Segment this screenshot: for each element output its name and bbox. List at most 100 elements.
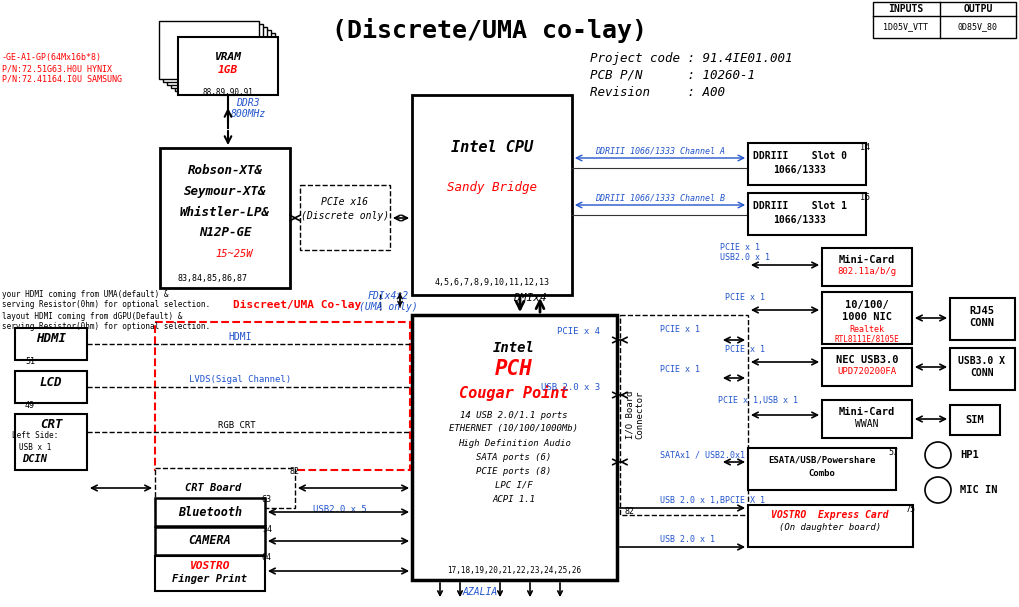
Text: 54: 54 [262,524,272,534]
Text: 88,89,90,91: 88,89,90,91 [202,88,253,97]
Text: 64: 64 [262,554,272,563]
Text: (Discrete/UMA co-lay): (Discrete/UMA co-lay) [332,18,647,43]
Bar [163,24,263,82]
Text: PCIe x16: PCIe x16 [322,197,369,207]
Text: SIM: SIM [966,415,984,425]
Text: 49: 49 [25,401,35,410]
Text: CAMERA: CAMERA [189,535,231,548]
Text: 1000 NIC: 1000 NIC [842,312,892,322]
Text: Left Side:: Left Side: [12,432,58,441]
Bar [159,21,259,79]
Text: MIC IN: MIC IN [960,485,998,495]
Text: DDRIII 1066/1333 Channel B: DDRIII 1066/1333 Channel B [595,194,725,203]
Text: HDMI: HDMI [36,333,66,345]
Text: DMIx4: DMIx4 [514,293,547,303]
Text: VRAM: VRAM [215,52,242,62]
Text: Combo: Combo [808,469,836,478]
Text: 1066/1333: 1066/1333 [773,215,826,225]
Text: 14: 14 [860,143,870,152]
Bar [748,143,866,185]
Text: Intel CPU: Intel CPU [451,140,533,155]
Bar [178,37,278,95]
Text: 17,18,19,20,21,22,23,24,25,26: 17,18,19,20,21,22,23,24,25,26 [447,566,581,575]
Text: Sandy Bridge: Sandy Bridge [447,181,537,194]
Bar [822,248,912,286]
Bar [160,148,290,288]
Bar [822,348,912,386]
Text: Mini-Card: Mini-Card [839,407,895,417]
Text: USB 2.0 x 3: USB 2.0 x 3 [541,384,600,393]
Bar [748,448,896,490]
Text: 75: 75 [905,505,915,514]
Text: N12P-GE: N12P-GE [199,226,252,240]
Text: your HDMI coming from UMA(default) &
serving Resistor(0hm) for optional selectio: your HDMI coming from UMA(default) & ser… [2,290,210,310]
Text: LCD: LCD [40,376,62,388]
Text: PCIE ports (8): PCIE ports (8) [476,467,551,475]
Text: PCIE x 1: PCIE x 1 [725,345,765,354]
Text: 1066/1333: 1066/1333 [773,165,826,175]
Text: RJ45: RJ45 [969,306,995,316]
Text: Cougar Point: Cougar Point [460,385,569,401]
Text: UPD720200FA: UPD720200FA [838,367,897,376]
Text: PCB P/N      : 10260-1: PCB P/N : 10260-1 [590,69,755,82]
Text: HP1: HP1 [960,450,979,460]
Text: SATAx1 / USB2.0x1: SATAx1 / USB2.0x1 [660,450,745,459]
Text: AZALIA: AZALIA [463,587,497,597]
Text: Intel: Intel [493,341,535,355]
Text: USB 2.0 x 1,BPCIE X 1: USB 2.0 x 1,BPCIE X 1 [660,495,765,504]
Bar [15,371,87,403]
Text: 15~25W: 15~25W [215,249,253,259]
Bar [873,2,1016,38]
Text: -GE-A1-GP(64Mx16b*8): -GE-A1-GP(64Mx16b*8) [2,53,102,62]
Text: RTL8111E/8105E: RTL8111E/8105E [835,334,900,344]
Text: Whistler-LP&: Whistler-LP& [180,206,270,219]
Bar [171,30,271,88]
Text: 1GB: 1GB [218,65,238,75]
Bar [155,468,294,508]
Text: 57: 57 [888,448,898,457]
Text: OUTPU: OUTPU [963,4,993,14]
Text: 4,5,6,7,8,9,10,11,12,13: 4,5,6,7,8,9,10,11,12,13 [434,279,549,288]
Bar [950,405,1000,435]
Text: CONN: CONN [969,318,995,328]
Text: 10/100/: 10/100/ [845,300,889,310]
Text: Mini-Card: Mini-Card [839,255,895,265]
Text: Seymour-XT&: Seymour-XT& [183,185,266,197]
Text: 63: 63 [262,495,272,504]
Text: Revision     : A00: Revision : A00 [590,86,725,99]
Bar [748,193,866,235]
Text: USB2.0 x 1: USB2.0 x 1 [720,253,770,262]
Text: USB3.0 X: USB3.0 X [959,356,1006,366]
Text: CRT Board: CRT Board [184,483,242,493]
Text: layout HDMI coming from dGPU(Default) &
serving Resistor(0hm) for optional selec: layout HDMI coming from dGPU(Default) & … [2,312,210,331]
Bar [412,315,616,580]
Text: 15: 15 [860,193,870,202]
Text: Robson-XT&: Robson-XT& [187,163,263,177]
Text: Realtek: Realtek [850,325,884,333]
Bar [822,400,912,438]
Bar [748,505,913,547]
Bar [167,27,267,85]
Bar [300,185,390,250]
Text: NEC USB3.0: NEC USB3.0 [836,355,899,365]
Text: 1D05V_VTT: 1D05V_VTT [883,22,928,32]
Text: INPUTS: INPUTS [889,4,923,14]
Text: 0D85V_80: 0D85V_80 [958,22,998,32]
Bar [175,33,275,91]
Bar [155,527,265,555]
Text: LPC I/F: LPC I/F [495,481,533,489]
Bar [155,498,265,526]
Text: CRT: CRT [40,418,62,430]
Text: 83,84,85,86,87: 83,84,85,86,87 [178,274,248,283]
Text: ACPI 1.1: ACPI 1.1 [492,495,536,503]
Text: PCIE x 1: PCIE x 1 [725,294,765,302]
Text: (UMA only): (UMA only) [359,302,418,312]
Text: DDRIII 1066/1333 Channel A: DDRIII 1066/1333 Channel A [595,146,725,155]
Bar [15,328,87,360]
Text: PCIE x 1: PCIE x 1 [720,243,760,251]
Text: High Definition Audio: High Definition Audio [458,438,571,447]
Bar [412,95,572,295]
Text: WWAN: WWAN [855,419,878,429]
Text: RGB CRT: RGB CRT [218,421,256,430]
Text: PCH: PCH [495,359,533,379]
